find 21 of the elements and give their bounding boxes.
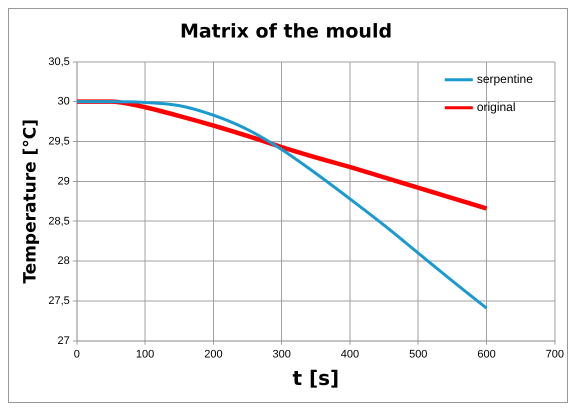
y-tick-label: 28,5 (48, 215, 70, 228)
x-tick-label: 700 (546, 348, 564, 360)
legend-label: serpentine (476, 72, 534, 86)
chart-title: Matrix of the mould (180, 20, 392, 42)
x-tick-label: 400 (340, 348, 360, 360)
x-tick-label: 100 (136, 348, 154, 360)
y-tick-label: 29,5 (48, 136, 70, 148)
y-tick-label: 30 (58, 96, 70, 108)
y-tick-label: 30,5 (48, 56, 70, 68)
x-tick-label: 300 (272, 348, 291, 360)
x-tick-label: 600 (477, 348, 496, 360)
legend-label: original (476, 100, 516, 114)
y-tick-label: 27 (58, 334, 70, 347)
x-tick-label: 200 (204, 348, 223, 360)
y-tick-label: 27,5 (48, 294, 70, 307)
x-tick-label: 500 (409, 348, 428, 360)
x-axis-title: t [s] (292, 366, 340, 390)
x-tick-label: 0 (74, 348, 80, 360)
y-tick-label: 29 (58, 175, 70, 188)
y-axis-title: Temperature [°C] (20, 118, 41, 284)
y-tick-label: 28 (58, 255, 70, 268)
